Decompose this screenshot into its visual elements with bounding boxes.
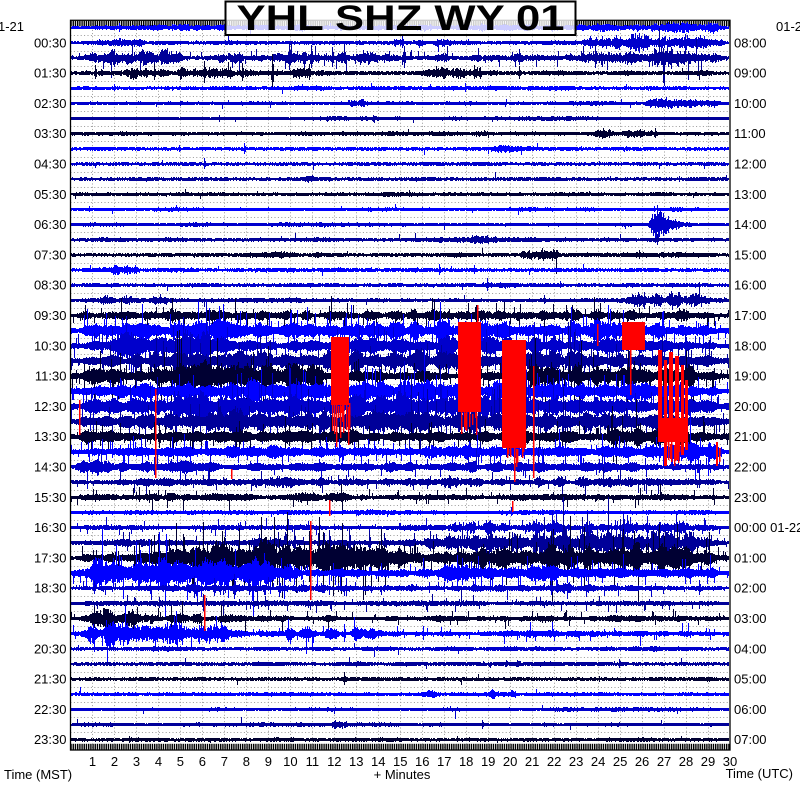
svg-text:15:30: 15:30 — [34, 490, 67, 505]
svg-text:5: 5 — [177, 754, 184, 769]
svg-text:22:00: 22:00 — [734, 460, 767, 475]
svg-text:17:00: 17:00 — [734, 308, 767, 323]
svg-text:03:30: 03:30 — [34, 126, 67, 141]
svg-text:12: 12 — [327, 754, 341, 769]
svg-text:6: 6 — [199, 754, 206, 769]
svg-text:20: 20 — [503, 754, 517, 769]
svg-text:06:30: 06:30 — [34, 217, 67, 232]
svg-text:19: 19 — [481, 754, 495, 769]
svg-text:04:30: 04:30 — [34, 156, 67, 171]
svg-text:09:00: 09:00 — [734, 66, 767, 81]
svg-text:15:00: 15:00 — [734, 247, 767, 262]
svg-text:1-21: 1-21 — [0, 19, 24, 34]
svg-text:08:00: 08:00 — [734, 35, 767, 50]
svg-text:Time (MST): Time (MST) — [4, 767, 72, 782]
svg-text:02:30: 02:30 — [34, 96, 67, 111]
svg-text:18:00: 18:00 — [734, 338, 767, 353]
svg-text:16:00: 16:00 — [734, 278, 767, 293]
svg-text:16: 16 — [415, 754, 429, 769]
svg-text:19:30: 19:30 — [34, 611, 67, 626]
svg-text:7: 7 — [221, 754, 228, 769]
svg-text:23:00: 23:00 — [734, 490, 767, 505]
svg-text:29: 29 — [701, 754, 715, 769]
svg-text:1: 1 — [89, 754, 96, 769]
svg-text:16:30: 16:30 — [34, 520, 67, 535]
svg-text:11:30: 11:30 — [35, 369, 67, 384]
svg-text:24: 24 — [591, 754, 605, 769]
svg-text:13: 13 — [349, 754, 363, 769]
svg-text:+ Minutes: + Minutes — [374, 767, 431, 782]
svg-text:13:30: 13:30 — [34, 429, 67, 444]
svg-text:12:30: 12:30 — [34, 399, 67, 414]
svg-text:21: 21 — [525, 754, 539, 769]
svg-text:03:00: 03:00 — [734, 611, 767, 626]
svg-text:01-21: 01-21 — [776, 19, 800, 34]
svg-text:20:30: 20:30 — [34, 641, 67, 656]
svg-text:01:30: 01:30 — [34, 66, 67, 81]
svg-text:10:30: 10:30 — [34, 338, 67, 353]
svg-text:00:00 01-22: 00:00 01-22 — [734, 520, 800, 535]
svg-text:09:30: 09:30 — [34, 308, 67, 323]
svg-text:12:00: 12:00 — [734, 156, 767, 171]
svg-text:04:00: 04:00 — [734, 641, 767, 656]
svg-text:20:00: 20:00 — [734, 399, 767, 414]
svg-text:11: 11 — [306, 754, 320, 769]
svg-text:14: 14 — [371, 754, 385, 769]
svg-text:07:30: 07:30 — [34, 247, 67, 262]
svg-text:11:00: 11:00 — [734, 126, 766, 141]
svg-text:23:30: 23:30 — [34, 732, 67, 747]
svg-text:22: 22 — [547, 754, 561, 769]
svg-text:8: 8 — [243, 754, 250, 769]
svg-text:19:00: 19:00 — [734, 369, 767, 384]
svg-text:06:00: 06:00 — [734, 702, 767, 717]
svg-text:17: 17 — [437, 754, 451, 769]
svg-text:13:00: 13:00 — [734, 187, 767, 202]
svg-text:14:30: 14:30 — [34, 460, 67, 475]
svg-text:18:30: 18:30 — [34, 581, 67, 596]
svg-text:10:00: 10:00 — [734, 96, 767, 111]
svg-text:9: 9 — [265, 754, 272, 769]
svg-text:00:30: 00:30 — [34, 35, 67, 50]
svg-text:07:00: 07:00 — [734, 732, 767, 747]
svg-text:15: 15 — [393, 754, 407, 769]
svg-text:22:30: 22:30 — [34, 702, 67, 717]
svg-text:23: 23 — [569, 754, 583, 769]
svg-text:25: 25 — [613, 754, 627, 769]
svg-text:14:00: 14:00 — [734, 217, 767, 232]
svg-text:21:30: 21:30 — [34, 672, 67, 687]
svg-text:05:00: 05:00 — [734, 672, 767, 687]
svg-text:YHL SHZ WY 01: YHL SHZ WY 01 — [237, 0, 565, 38]
svg-text:26: 26 — [635, 754, 649, 769]
svg-text:02:00: 02:00 — [734, 581, 767, 596]
svg-text:4: 4 — [155, 754, 162, 769]
svg-text:Time (UTC): Time (UTC) — [726, 766, 793, 781]
svg-text:28: 28 — [679, 754, 693, 769]
svg-text:10: 10 — [283, 754, 297, 769]
svg-text:30: 30 — [723, 754, 737, 769]
svg-text:05:30: 05:30 — [34, 187, 67, 202]
svg-text:17:30: 17:30 — [34, 550, 67, 565]
svg-text:01:00: 01:00 — [734, 550, 767, 565]
svg-text:08:30: 08:30 — [34, 278, 67, 293]
svg-text:27: 27 — [657, 754, 671, 769]
svg-text:21:00: 21:00 — [734, 429, 767, 444]
svg-text:2: 2 — [111, 754, 118, 769]
svg-text:3: 3 — [133, 754, 140, 769]
svg-text:18: 18 — [459, 754, 473, 769]
